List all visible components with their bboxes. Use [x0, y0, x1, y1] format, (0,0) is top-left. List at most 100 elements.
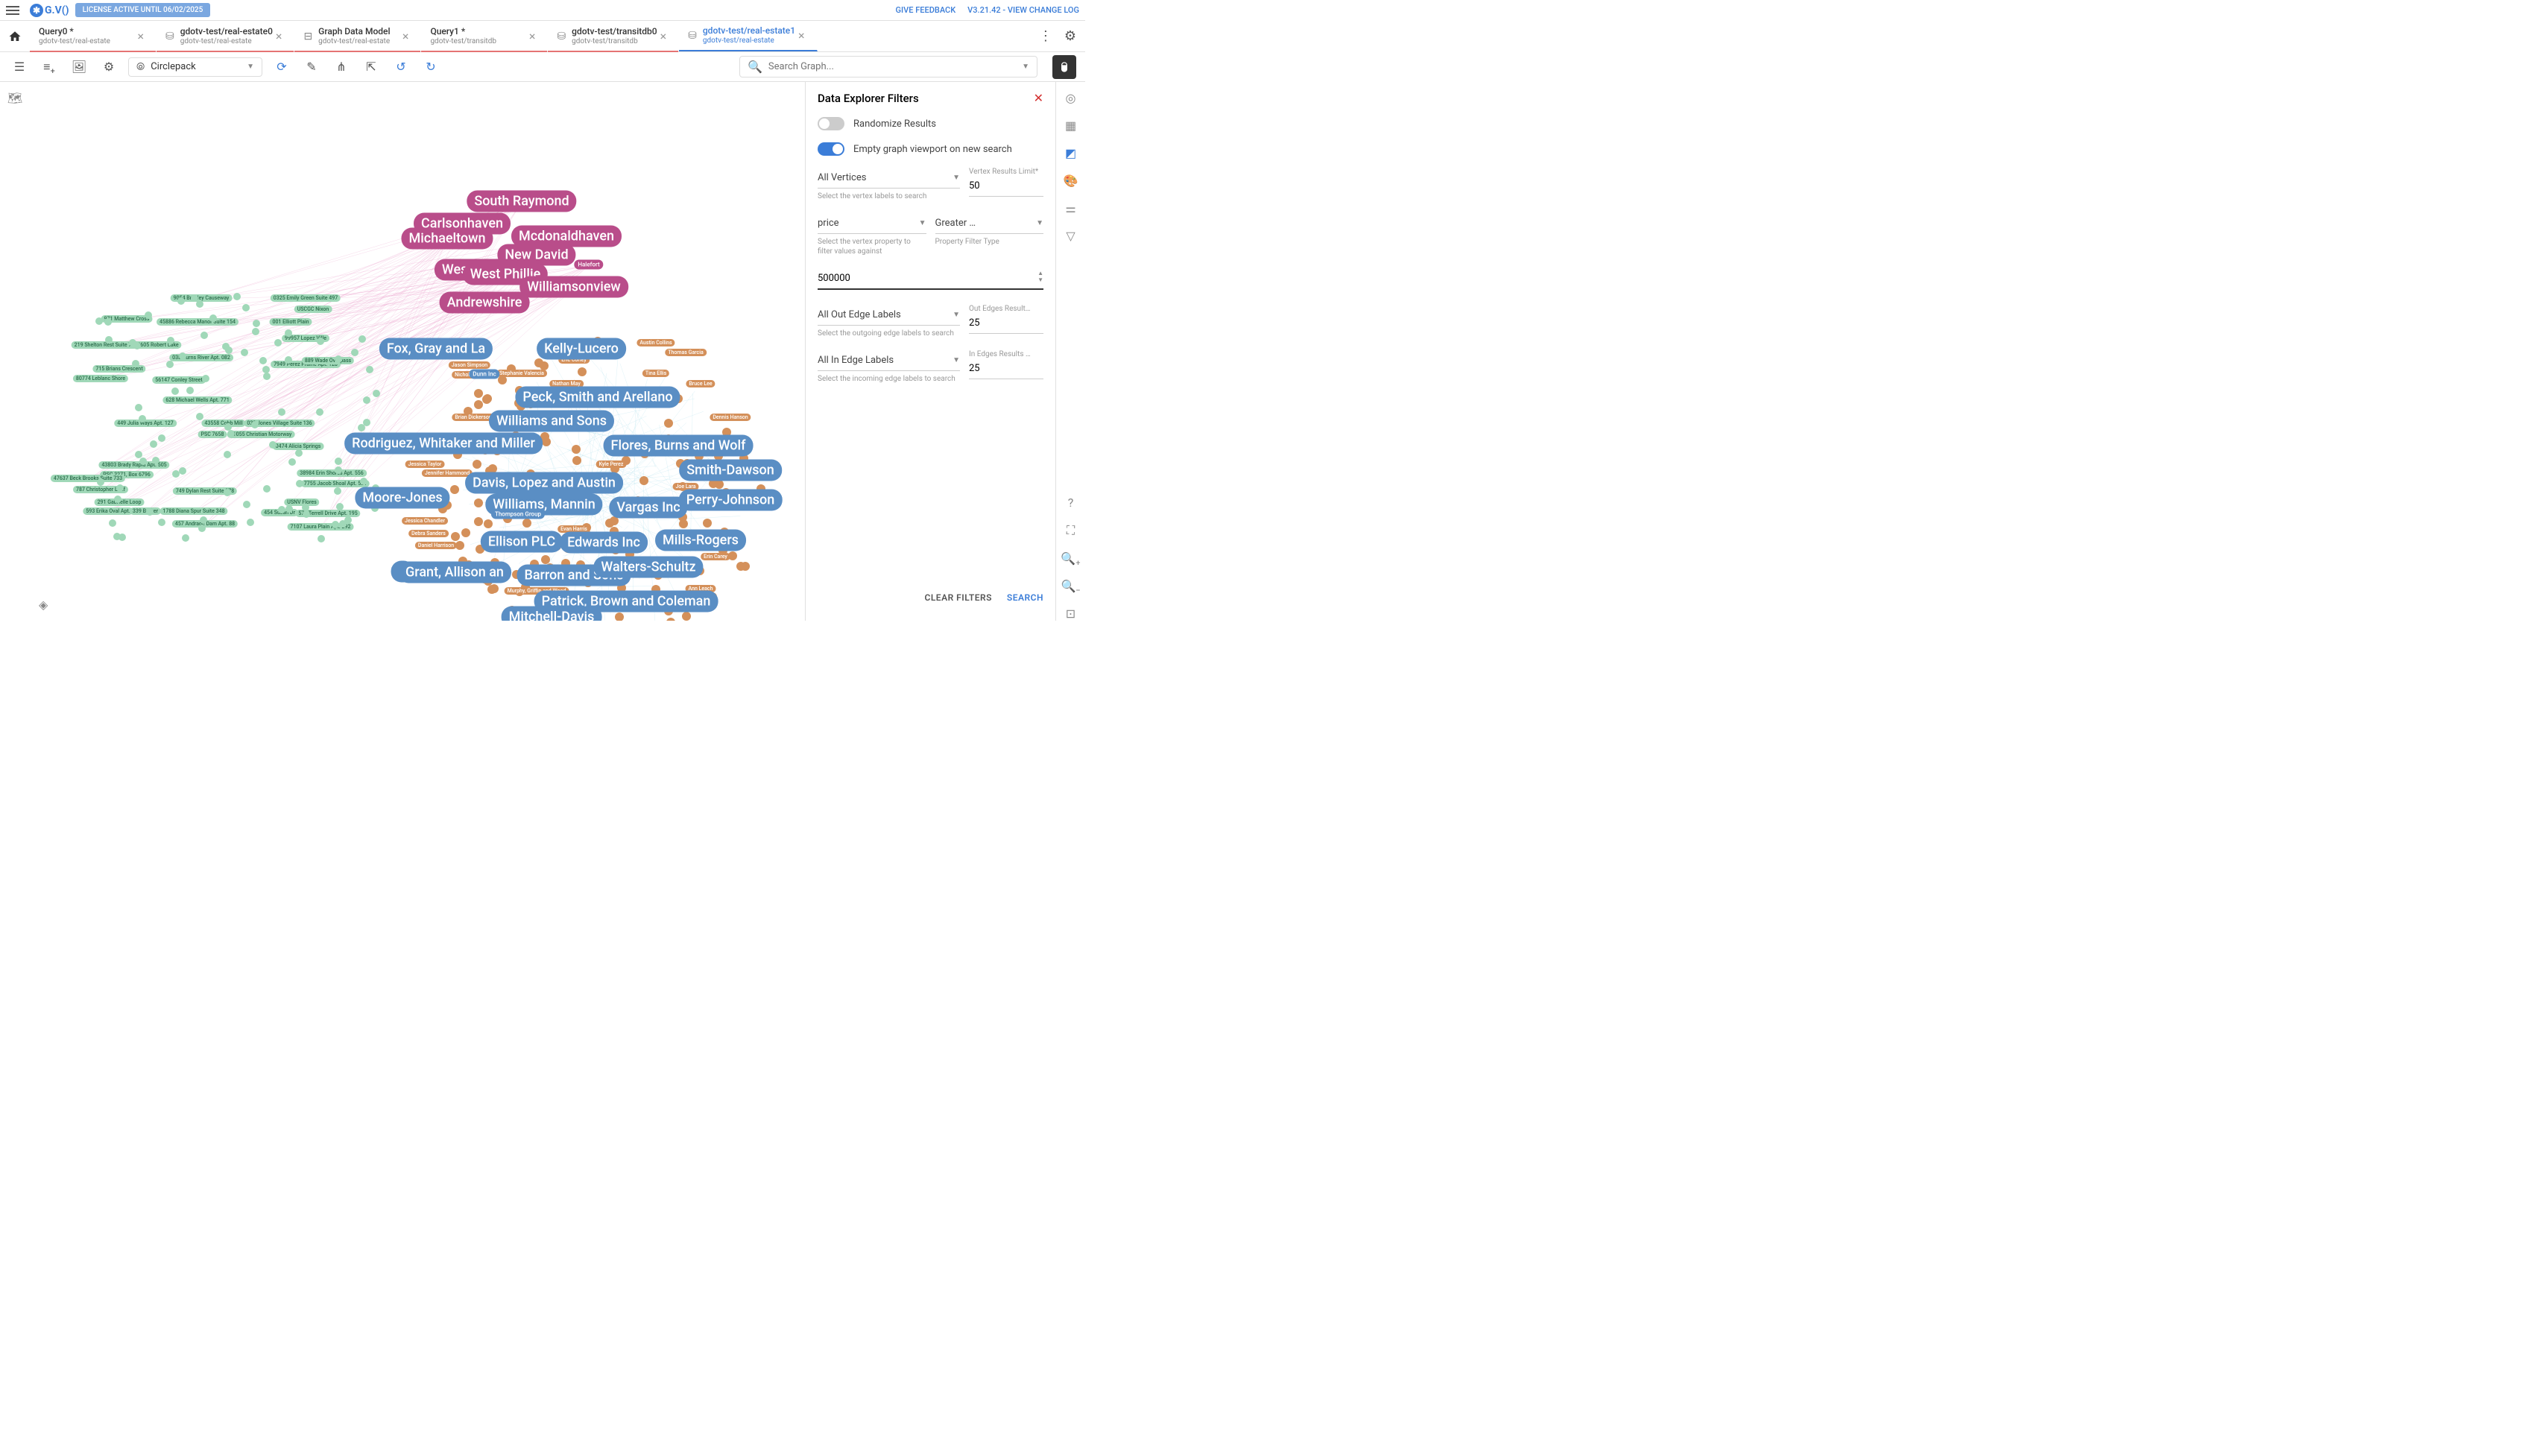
- blue-node[interactable]: Dunn Inc: [469, 370, 499, 379]
- green-node[interactable]: 43803 Brady Rapid Apt. 505: [98, 461, 169, 469]
- green-node[interactable]: USCGC Nixon: [294, 306, 332, 313]
- green-node[interactable]: 219 Shelton Rest Suite 72: [72, 341, 138, 349]
- feedback-link[interactable]: GIVE FEEDBACK: [896, 5, 956, 15]
- randomize-toggle[interactable]: [818, 117, 844, 130]
- green-dot[interactable]: [317, 338, 324, 345]
- green-dot[interactable]: [196, 300, 203, 308]
- orange-dot[interactable]: [615, 613, 624, 621]
- property-dd[interactable]: price▼: [818, 213, 926, 234]
- help-icon[interactable]: ?: [1068, 496, 1074, 510]
- green-node[interactable]: 001 Elliott Plain: [269, 318, 312, 326]
- tab-1[interactable]: ⛁gdotv-test/real-estate0gdotv-test/real-…: [157, 21, 294, 51]
- filter-value-input[interactable]: [818, 268, 1043, 290]
- blue-node[interactable]: Moore-Jones: [355, 487, 449, 509]
- tab-close-icon[interactable]: ×: [526, 29, 539, 43]
- menu-hamburger[interactable]: [6, 1, 24, 19]
- green-dot[interactable]: [182, 534, 189, 542]
- blue-node[interactable]: Vargas Inc: [609, 497, 687, 519]
- tree-icon[interactable]: ⋔: [331, 57, 352, 77]
- green-dot[interactable]: [243, 501, 250, 508]
- green-node[interactable]: 1788 Diana Spur Suite 348: [159, 507, 227, 515]
- blue-node[interactable]: Williams and Sons: [489, 411, 614, 432]
- blue-node[interactable]: Thompson Group: [491, 510, 545, 519]
- green-dot[interactable]: [200, 516, 207, 524]
- green-dot[interactable]: [202, 375, 209, 382]
- green-dot[interactable]: [262, 366, 270, 373]
- green-dot[interactable]: [179, 352, 186, 360]
- orange-dot[interactable]: [679, 519, 688, 528]
- green-dot[interactable]: [263, 373, 271, 380]
- in-edge-dd[interactable]: All In Edge Labels▼: [818, 350, 960, 371]
- green-dot[interactable]: [179, 467, 186, 475]
- green-dot[interactable]: [316, 408, 323, 416]
- green-dot[interactable]: [177, 297, 185, 305]
- palette-icon[interactable]: 🎨: [1064, 174, 1078, 188]
- green-dot[interactable]: [351, 349, 358, 356]
- filter-type-dd[interactable]: Greater …▼: [935, 213, 1044, 234]
- green-dot[interactable]: [227, 430, 235, 437]
- green-dot[interactable]: [302, 504, 309, 511]
- orange-dot[interactable]: [578, 367, 587, 376]
- orange-dot[interactable]: [474, 389, 483, 398]
- tab-close-icon[interactable]: ×: [399, 29, 412, 43]
- blue-node[interactable]: Perry-Johnson: [679, 490, 783, 511]
- pink-node[interactable]: Andrewshire: [440, 292, 530, 314]
- out-limit-input[interactable]: [969, 313, 1043, 334]
- blue-node[interactable]: Mills-Rogers: [655, 530, 746, 551]
- green-dot[interactable]: [171, 387, 179, 395]
- tab-2[interactable]: ⊟Graph Data Modelgdotv-test/real-estate×: [294, 21, 421, 51]
- tab-close-icon[interactable]: ×: [134, 29, 147, 43]
- green-dot[interactable]: [335, 466, 342, 474]
- green-dot[interactable]: [135, 404, 142, 411]
- orange-node[interactable]: Erin Carey: [701, 553, 730, 560]
- in-limit-input[interactable]: [969, 358, 1043, 379]
- green-dot[interactable]: [285, 329, 292, 337]
- orange-dot[interactable]: [639, 476, 648, 485]
- blue-node[interactable]: Mitchell-Davis: [502, 607, 602, 621]
- orange-node[interactable]: Bruce Lee: [686, 380, 715, 387]
- orange-dot[interactable]: [541, 555, 550, 564]
- orange-node[interactable]: Tina Ellis: [642, 370, 669, 377]
- green-dot[interactable]: [114, 496, 121, 503]
- green-node[interactable]: 81055 Christian Motorway: [227, 431, 295, 438]
- green-dot[interactable]: [97, 478, 104, 486]
- close-icon[interactable]: ✕: [1034, 91, 1043, 105]
- filter-add-icon[interactable]: ≡₊: [39, 57, 60, 77]
- green-node[interactable]: PSC 7658: [198, 431, 227, 438]
- empty-viewport-toggle[interactable]: [818, 142, 844, 156]
- orange-node[interactable]: Austin Collins: [636, 339, 675, 346]
- orange-node[interactable]: Debra Sanders: [408, 530, 449, 537]
- green-dot[interactable]: [104, 318, 112, 326]
- orange-dot[interactable]: [451, 532, 460, 541]
- green-dot[interactable]: [259, 357, 267, 364]
- filter-lines-icon[interactable]: ☰: [9, 57, 30, 77]
- orange-node[interactable]: Kyle Perez: [596, 460, 627, 468]
- blue-node[interactable]: Walters-Schultz: [593, 557, 703, 578]
- orange-dot[interactable]: [473, 460, 481, 469]
- rotate-right-icon[interactable]: ↻: [420, 57, 441, 77]
- green-node[interactable]: 43558 Cobb Mill: [201, 420, 245, 427]
- orange-node[interactable]: Jessica Chandler: [402, 517, 448, 525]
- tab-close-icon[interactable]: ×: [795, 28, 808, 42]
- orange-node[interactable]: Daniel Harrison: [415, 542, 457, 549]
- blue-node[interactable]: Ellison PLC: [481, 531, 563, 553]
- orange-node[interactable]: Jessica Taylor: [405, 460, 445, 468]
- blue-node[interactable]: Peck, Smith and Arellano: [515, 387, 680, 408]
- image-icon[interactable]: 🖼: [69, 57, 89, 77]
- vertex-labels-dd[interactable]: All Vertices▼: [818, 168, 960, 189]
- vertex-limit-input[interactable]: [969, 176, 1043, 197]
- green-dot[interactable]: [158, 519, 165, 526]
- green-dot[interactable]: [95, 317, 103, 325]
- table-icon[interactable]: ▦: [1065, 118, 1076, 133]
- fullscreen-icon[interactable]: ⛶: [1067, 523, 1075, 538]
- green-dot[interactable]: [209, 314, 217, 322]
- orange-dot[interactable]: [461, 528, 470, 537]
- blue-node[interactable]: Davis, Lopez and Austin: [465, 472, 623, 494]
- orange-node[interactable]: Jason Simpson: [449, 361, 490, 369]
- pink-node[interactable]: Halefort: [574, 260, 603, 270]
- search-button[interactable]: SEARCH: [1007, 592, 1043, 603]
- green-node[interactable]: 593 Erika Oval Apt.: [83, 507, 133, 515]
- green-dot[interactable]: [158, 434, 165, 442]
- orange-dot[interactable]: [664, 419, 673, 428]
- tabs-settings-icon[interactable]: ⚙: [1064, 28, 1076, 44]
